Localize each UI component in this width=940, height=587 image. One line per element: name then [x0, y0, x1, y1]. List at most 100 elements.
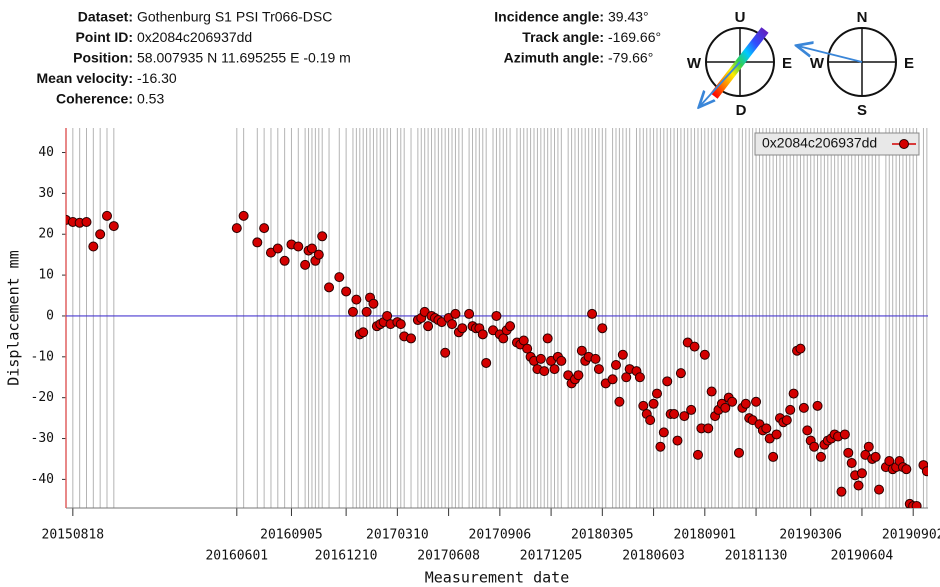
point: [535, 353, 546, 364]
point: [300, 259, 311, 270]
point: [655, 441, 666, 452]
point: [798, 402, 809, 413]
point: [395, 319, 406, 330]
y-axis-title: Displacement mm: [5, 250, 23, 385]
legend: 0x2084c206937dd: [754, 132, 920, 156]
x-tick-label: 20160905: [260, 528, 323, 543]
point: [856, 468, 867, 479]
x-tick-label: 20190604: [831, 549, 894, 564]
field-label: Dataset:: [78, 9, 133, 25]
point: [785, 404, 796, 415]
point: [576, 345, 587, 356]
point: [539, 366, 550, 377]
point: [358, 327, 369, 338]
header: Dataset: Gothenburg S1 PSI Tr066-DSCPoint…: [37, 9, 662, 107]
point: [361, 306, 372, 317]
point: [781, 415, 792, 426]
point: [870, 451, 881, 462]
field-value: 0x2084c206937dd: [137, 29, 252, 45]
angle-value: -79.66°: [608, 50, 653, 66]
point: [457, 323, 468, 334]
y-tick-label: -10: [31, 349, 54, 364]
plot-area: -40 -30 -20 -10 0 10 20 30 40 20150818 20160601 201…: [31, 128, 940, 564]
x-tick-label: 20160601: [205, 549, 268, 564]
point: [634, 372, 645, 383]
point: [597, 323, 608, 334]
field-value: -16.30: [137, 70, 177, 86]
angle-label: Azimuth angle:: [504, 50, 604, 66]
point: [518, 335, 529, 346]
point: [836, 486, 847, 497]
x-tick-label: 20180901: [674, 528, 737, 543]
point: [863, 441, 874, 452]
point: [498, 333, 509, 344]
point: [491, 310, 502, 321]
point: [607, 374, 618, 385]
point: [771, 429, 782, 440]
point: [279, 255, 290, 266]
compass-label: E: [782, 55, 792, 72]
point: [703, 423, 714, 434]
point: [81, 216, 92, 227]
point: [853, 480, 864, 491]
point: [672, 435, 683, 446]
point: [549, 364, 560, 375]
point: [334, 272, 345, 283]
points: [66, 210, 928, 508]
point: [231, 223, 242, 234]
field-label: Coherence:: [56, 91, 133, 107]
point: [689, 341, 700, 352]
field-value: 58.007935 N 11.695255 E -0.19 m: [137, 50, 351, 66]
point: [638, 400, 649, 411]
point: [341, 286, 352, 297]
angle-value: -169.66°: [608, 29, 661, 45]
point: [645, 415, 656, 426]
point: [447, 319, 458, 330]
point: [293, 241, 304, 252]
point: [874, 484, 885, 495]
point: [88, 241, 99, 252]
point: [686, 404, 697, 415]
point: [669, 409, 680, 420]
point: [692, 449, 703, 460]
point: [317, 231, 328, 242]
point: [648, 398, 659, 409]
compass-label: W: [687, 55, 702, 72]
x-tick-label: 20170310: [366, 528, 429, 543]
x-tick-label: 20170906: [469, 528, 532, 543]
compass-vertical: U D W E: [687, 9, 792, 119]
point: [542, 333, 553, 344]
y-tick-label: 10: [38, 268, 54, 283]
field-label: Point ID:: [75, 29, 133, 45]
point: [590, 353, 601, 364]
point: [658, 427, 669, 438]
point: [450, 308, 461, 319]
point: [921, 466, 928, 477]
point: [843, 447, 854, 458]
x-tick-label: 20190902: [882, 528, 940, 543]
compass-horizontal: N S W E: [798, 9, 914, 119]
point: [679, 411, 690, 422]
compass-label: N: [857, 9, 868, 26]
point: [911, 500, 922, 508]
field-value: 0.53: [137, 91, 164, 107]
point: [406, 333, 417, 344]
legend-box: [754, 132, 920, 156]
field-value: Gothenburg S1 PSI Tr066-DSC: [137, 9, 332, 25]
field-label: Mean velocity:: [37, 70, 133, 86]
point: [740, 398, 751, 409]
point: [846, 458, 857, 469]
y-tick-label: -40: [31, 472, 54, 487]
point: [313, 249, 324, 260]
x-tick-label: 20171205: [520, 549, 583, 564]
point: [368, 298, 379, 309]
point: [252, 237, 263, 248]
x-tick-label: 20180305: [571, 528, 634, 543]
legend-label: 0x2084c206937dd: [762, 135, 877, 151]
point: [238, 210, 249, 221]
point: [440, 347, 451, 358]
y-tick-label: -20: [31, 390, 54, 405]
point: [795, 343, 806, 354]
point: [382, 310, 393, 321]
